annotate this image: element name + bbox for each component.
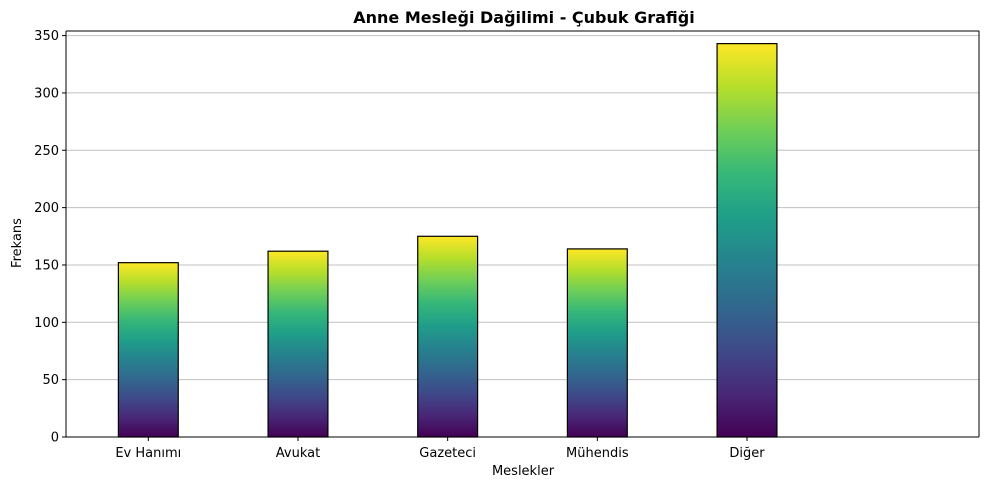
bar [267,250,329,438]
y-tick-label: 50 [42,373,59,388]
x-tick-label: Diğer [729,446,765,461]
y-tick-label: 0 [51,431,59,446]
y-tick-label: 250 [34,144,59,159]
y-tick-label: 350 [34,29,59,44]
y-axis-label: Frekans [10,218,25,268]
x-tick-label: Gazeteci [419,446,476,461]
x-tick-label: Ev Hanımı [115,446,181,461]
y-tick-label: 100 [34,316,59,331]
bar [566,248,628,438]
bar [117,262,179,438]
bars [117,43,778,438]
chart-title: Anne Mesleği Dağilimi - Çubuk Grafiği [353,8,694,27]
x-tick-label: Mühendis [566,446,629,461]
bar [417,235,479,438]
y-tick-label: 300 [34,86,59,101]
x-tick-label: Avukat [276,446,320,461]
x-axis-label: Meslekler [492,464,555,479]
grid-lines [66,35,979,381]
axes: 0 50 100 150 200 250 300 350 Ev Hanımı Avukat Gaze… [34,29,980,461]
y-tick-label: 200 [34,201,59,216]
bar [716,43,778,438]
y-tick-label: 150 [34,258,59,273]
